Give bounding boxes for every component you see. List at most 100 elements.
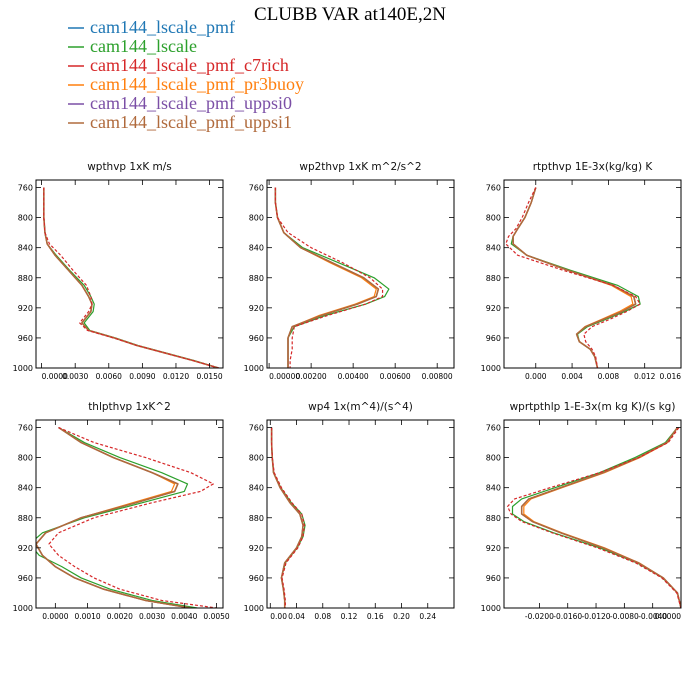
x-tick-label: 0.16 <box>367 612 384 621</box>
y-tick-label: 1000 <box>244 604 264 613</box>
legend-entry: cam144_lscale_pmf_c7rich <box>68 55 289 75</box>
series-group <box>506 427 681 608</box>
x-tick-label: 0.00800 <box>422 372 453 381</box>
legend-entry: cam144_lscale_pmf_pr3buoy <box>68 74 304 94</box>
x-tick-label: 0.0010 <box>74 612 100 621</box>
x-tick-label: -0.0080 <box>610 612 639 621</box>
y-tick-label: 920 <box>18 544 33 553</box>
y-tick-label: 800 <box>249 214 264 223</box>
panels: wpthvp 1xK m/s 760 800 840 880 920 960 1000 0.00… <box>13 161 682 621</box>
y-tick-label: 920 <box>249 304 264 313</box>
x-tick-label: 0.08 <box>314 612 331 621</box>
x-tick-label: -0.0120 <box>582 612 611 621</box>
y-tick-label: 920 <box>249 544 264 553</box>
plot-frame <box>503 419 682 609</box>
series-line-cam144_lscale_pmf_c7rich <box>274 187 384 368</box>
x-tick-label: 0.0090 <box>129 372 155 381</box>
x-tick-label: 0.00 <box>270 612 287 621</box>
y-tick-label: 960 <box>18 574 33 583</box>
x-tick-label: 0.0120 <box>163 372 189 381</box>
legend-entry: cam144_lscale <box>68 36 197 56</box>
y-tick-label: 960 <box>486 574 501 583</box>
legend-label: cam144_lscale_pmf_uppsi0 <box>90 93 292 113</box>
series-group <box>36 426 217 608</box>
legend-label: cam144_lscale_pmf_uppsi1 <box>90 112 292 132</box>
y-tick-label: 1000 <box>244 364 264 373</box>
y-tick-label: 880 <box>249 274 264 283</box>
y-tick-label: 920 <box>486 544 501 553</box>
legend-label: cam144_lscale_pmf_c7rich <box>90 55 289 75</box>
panel-2: wp2thvp 1xK m^2/s^2 760 800 840 880 920 960 100… <box>244 161 455 381</box>
y-tick-label: 760 <box>18 424 33 433</box>
legend-entry: cam144_lscale_pmf <box>68 17 235 37</box>
series-line-cam144_lscale_pmf_c7rich <box>506 427 681 608</box>
panel-title: wp4 1x(m^4)/(s^4) <box>308 401 413 413</box>
y-tick-label: 920 <box>486 304 501 313</box>
panel-4: thlpthvp 1xK^2 760 800 840 880 920 960 1000 0.00… <box>13 401 230 621</box>
legend-label: cam144_lscale_pmf_pr3buoy <box>90 74 304 94</box>
x-tick-label: 0.00400 <box>338 372 369 381</box>
y-tick-label: 840 <box>18 484 33 493</box>
panel-title: wpthvp 1xK m/s <box>87 161 172 173</box>
legend-entry: cam144_lscale_pmf_uppsi0 <box>68 93 292 113</box>
y-tick-label: 800 <box>486 454 501 463</box>
y-tick-label: 840 <box>249 244 264 253</box>
panel-5: wp4 1x(m^4)/(s^4) 760 800 840 880 920 960 1000 0… <box>244 401 455 621</box>
series-group <box>505 187 641 368</box>
x-tick-label: 0.0000 <box>42 612 68 621</box>
x-tick-label: 0.12 <box>341 612 358 621</box>
x-tick-label: 0.0050 <box>203 612 229 621</box>
y-tick-label: 960 <box>18 334 33 343</box>
series-line-cam144_lscale_pmf_uppsi1 <box>36 426 191 608</box>
x-tick-label: 0.008 <box>598 372 620 381</box>
y-tick-label: 760 <box>486 424 501 433</box>
y-tick-label: 760 <box>486 184 501 193</box>
series-group <box>270 427 306 608</box>
y-tick-label: 880 <box>486 514 501 523</box>
plot-frame <box>35 179 224 369</box>
y-tick-label: 800 <box>18 214 33 223</box>
y-tick-label: 760 <box>249 424 264 433</box>
series-line-cam144_lscale_pmf_c7rich <box>48 426 217 608</box>
y-tick-label: 880 <box>18 514 33 523</box>
y-tick-label: 1000 <box>481 604 501 613</box>
y-tick-label: 800 <box>18 454 33 463</box>
y-tick-label: 760 <box>18 184 33 193</box>
x-tick-label: 0.00600 <box>380 372 411 381</box>
panel-1: wpthvp 1xK m/s 760 800 840 880 920 960 1000 0.00… <box>13 161 224 381</box>
y-tick-label: 880 <box>249 514 264 523</box>
x-tick-label: 0.00000 <box>269 372 300 381</box>
x-tick-label: 0.0030 <box>62 372 88 381</box>
panel-3: rtpthvp 1E-3x(kg/kg) K 760 800 840 880 920 960… <box>481 161 682 381</box>
series-group <box>274 187 390 368</box>
plot-frame <box>35 419 224 609</box>
legend-entry: cam144_lscale_pmf_uppsi1 <box>68 112 292 132</box>
panel-title: wprtpthlp 1-E-3x(m kg K)/(s kg) <box>510 401 676 413</box>
x-tick-label: 0.0060 <box>96 372 122 381</box>
y-tick-label: 800 <box>249 454 264 463</box>
y-tick-label: 960 <box>249 574 264 583</box>
x-tick-label: 0.016 <box>660 372 682 381</box>
y-tick-label: 840 <box>18 244 33 253</box>
x-tick-label: 0.000 <box>525 372 547 381</box>
y-tick-label: 880 <box>486 274 501 283</box>
series-line-cam144_lscale_pmf_uppsi1 <box>512 187 637 368</box>
x-tick-label: -0.0160 <box>553 612 582 621</box>
x-tick-label: 0.24 <box>419 612 436 621</box>
x-tick-label: 0.0040 <box>171 612 197 621</box>
x-tick-label: -0.0200 <box>525 612 554 621</box>
legend: cam144_lscale_pmfcam144_lscalecam144_lsc… <box>68 17 304 132</box>
y-tick-label: 960 <box>486 334 501 343</box>
y-tick-label: 800 <box>486 214 501 223</box>
y-tick-label: 1000 <box>13 364 33 373</box>
series-line-cam144_lscale_pmf_c7rich <box>43 187 219 368</box>
legend-label: cam144_lscale_pmf <box>90 17 235 37</box>
panel-title: wp2thvp 1xK m^2/s^2 <box>299 161 421 173</box>
series-line-cam144_lscale_pmf_uppsi1 <box>520 427 681 608</box>
y-tick-label: 1000 <box>13 604 33 613</box>
series-line-cam144_lscale_pmf_c7rich <box>505 187 641 368</box>
y-tick-label: 840 <box>249 484 264 493</box>
x-tick-label: 0.20 <box>393 612 410 621</box>
x-tick-label: 0.0150 <box>196 372 222 381</box>
